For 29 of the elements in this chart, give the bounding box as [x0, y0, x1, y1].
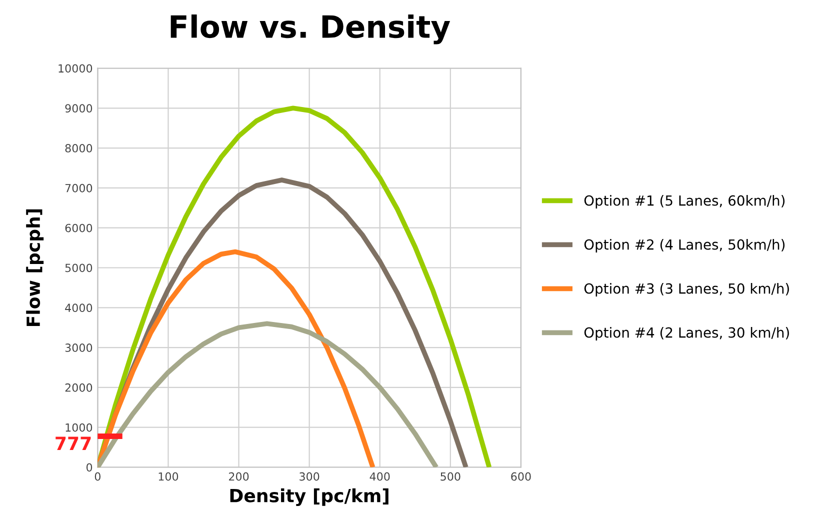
x-tick-label: 400: [370, 472, 390, 481]
line-series: [98, 321, 439, 468]
legend-label: Option #3 (3 Lanes, 50 km/h): [584, 283, 789, 296]
y-tick-label: 5000: [65, 264, 92, 272]
y-tick-label: 2000: [65, 383, 92, 392]
line-series: [98, 106, 492, 468]
y-tick-label: 9000: [65, 104, 92, 113]
x-tick-label: 300: [300, 472, 320, 481]
legend-label: Option #4 (2 Lanes, 30 km/h): [584, 327, 789, 340]
x-tick-label: 200: [228, 472, 249, 481]
x-tick-label: 500: [440, 472, 460, 481]
y-tick-label: 1000: [66, 423, 92, 432]
x-tick-label: 0: [94, 472, 100, 481]
y-axis-title: Flow [pcph]: [26, 209, 44, 326]
line-series: [98, 249, 376, 468]
y-tick-label: 8000: [65, 144, 92, 152]
annotation: 777: [56, 436, 91, 450]
y-tick-label: 4000: [65, 304, 92, 312]
y-tick-label: 10000: [58, 64, 92, 73]
y-tick-label: 7000: [65, 184, 92, 192]
x-tick-label: 600: [511, 472, 531, 481]
legend-label: Option #2 (4 Lanes, 50km/h): [584, 239, 785, 252]
x-axis-title: Density [pc/km]: [230, 488, 388, 506]
legend-label: Option #1 (5 Lanes, 60km/h): [584, 195, 785, 208]
chart-title: Flow vs. Density: [170, 14, 450, 44]
y-tick-label: 3000: [65, 344, 92, 352]
y-tick-label: 6000: [65, 224, 92, 232]
x-tick-label: 100: [158, 472, 178, 481]
y-tick-label: 0: [86, 463, 92, 472]
